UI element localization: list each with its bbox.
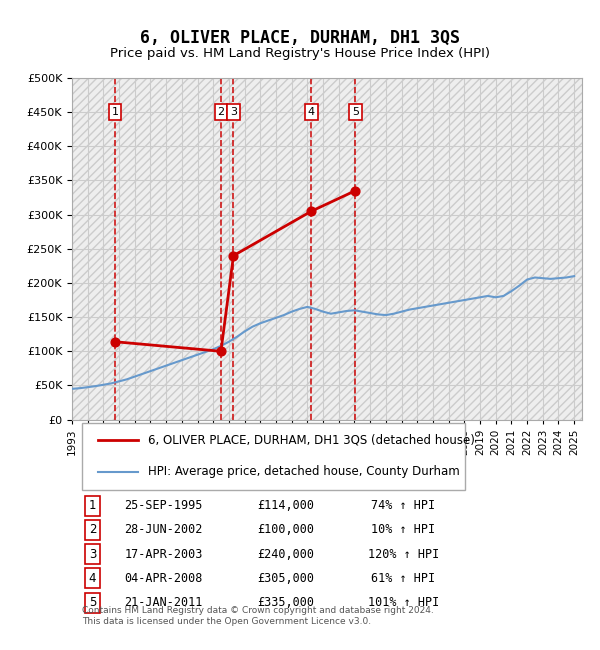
Point xyxy=(350,185,360,196)
6, OLIVER PLACE, DURHAM, DH1 3QS (detached house) xyxy=(308,207,315,215)
Text: 04-APR-2008: 04-APR-2008 xyxy=(125,572,203,585)
Text: 101% ↑ HPI: 101% ↑ HPI xyxy=(368,596,439,609)
Text: £305,000: £305,000 xyxy=(258,572,314,585)
Point xyxy=(307,206,316,216)
Text: £114,000: £114,000 xyxy=(258,499,314,512)
HPI: Average price, detached house, County Durham: (1.99e+03, 4.5e+04): Average price, detached house, County Du… xyxy=(68,385,76,393)
Text: 3: 3 xyxy=(89,548,96,561)
HPI: Average price, detached house, County Durham: (2.01e+03, 1.55e+05): Average price, detached house, County Du… xyxy=(328,310,335,318)
Text: 6, OLIVER PLACE, DURHAM, DH1 3QS: 6, OLIVER PLACE, DURHAM, DH1 3QS xyxy=(140,29,460,47)
Text: 5: 5 xyxy=(352,107,359,117)
HPI: Average price, detached house, County Durham: (2.01e+03, 1.53e+05): Average price, detached house, County Du… xyxy=(280,311,287,319)
Line: 6, OLIVER PLACE, DURHAM, DH1 3QS (detached house): 6, OLIVER PLACE, DURHAM, DH1 3QS (detach… xyxy=(115,190,355,351)
6, OLIVER PLACE, DURHAM, DH1 3QS (detached house) xyxy=(352,187,359,194)
Text: 21-JAN-2011: 21-JAN-2011 xyxy=(125,596,203,609)
Text: 5: 5 xyxy=(89,596,96,609)
Text: Contains HM Land Registry data © Crown copyright and database right 2024.
This d: Contains HM Land Registry data © Crown c… xyxy=(82,606,434,625)
Point xyxy=(110,337,119,347)
Text: 1: 1 xyxy=(112,107,118,117)
Text: 4: 4 xyxy=(89,572,96,585)
Text: HPI: Average price, detached house, County Durham: HPI: Average price, detached house, Coun… xyxy=(149,465,460,478)
Text: 1: 1 xyxy=(89,499,96,512)
Text: 120% ↑ HPI: 120% ↑ HPI xyxy=(368,548,439,561)
Text: 10% ↑ HPI: 10% ↑ HPI xyxy=(371,523,436,536)
HPI: Average price, detached house, County Durham: (2e+03, 9.1e+04): Average price, detached house, County Du… xyxy=(186,354,193,361)
Text: £100,000: £100,000 xyxy=(258,523,314,536)
Text: £240,000: £240,000 xyxy=(258,548,314,561)
6, OLIVER PLACE, DURHAM, DH1 3QS (detached house) xyxy=(111,338,118,346)
Text: £335,000: £335,000 xyxy=(258,596,314,609)
Text: 6, OLIVER PLACE, DURHAM, DH1 3QS (detached house): 6, OLIVER PLACE, DURHAM, DH1 3QS (detach… xyxy=(149,434,475,447)
Text: 17-APR-2003: 17-APR-2003 xyxy=(125,548,203,561)
Point xyxy=(216,346,226,356)
HPI: Average price, detached house, County Durham: (2.02e+03, 2.07e+05): Average price, detached house, County Du… xyxy=(555,274,562,282)
HPI: Average price, detached house, County Durham: (2.02e+03, 2.1e+05): Average price, detached house, County Du… xyxy=(571,272,578,280)
HPI: Average price, detached house, County Durham: (2.02e+03, 1.81e+05): Average price, detached house, County Du… xyxy=(500,292,507,300)
Line: HPI: Average price, detached house, County Durham: HPI: Average price, detached house, Coun… xyxy=(72,276,574,389)
Text: 28-JUN-2002: 28-JUN-2002 xyxy=(125,523,203,536)
Text: 3: 3 xyxy=(230,107,237,117)
Text: 2: 2 xyxy=(89,523,96,536)
Text: Price paid vs. HM Land Registry's House Price Index (HPI): Price paid vs. HM Land Registry's House … xyxy=(110,47,490,60)
FancyBboxPatch shape xyxy=(82,423,465,490)
HPI: Average price, detached house, County Durham: (2e+03, 1.08e+05): Average price, detached house, County Du… xyxy=(217,342,224,350)
Point xyxy=(229,250,238,261)
6, OLIVER PLACE, DURHAM, DH1 3QS (detached house) xyxy=(217,347,224,355)
Text: 25-SEP-1995: 25-SEP-1995 xyxy=(125,499,203,512)
6, OLIVER PLACE, DURHAM, DH1 3QS (detached house) xyxy=(230,252,237,259)
Text: 2: 2 xyxy=(217,107,224,117)
Text: 4: 4 xyxy=(308,107,315,117)
Text: 61% ↑ HPI: 61% ↑ HPI xyxy=(371,572,436,585)
Text: 74% ↑ HPI: 74% ↑ HPI xyxy=(371,499,436,512)
